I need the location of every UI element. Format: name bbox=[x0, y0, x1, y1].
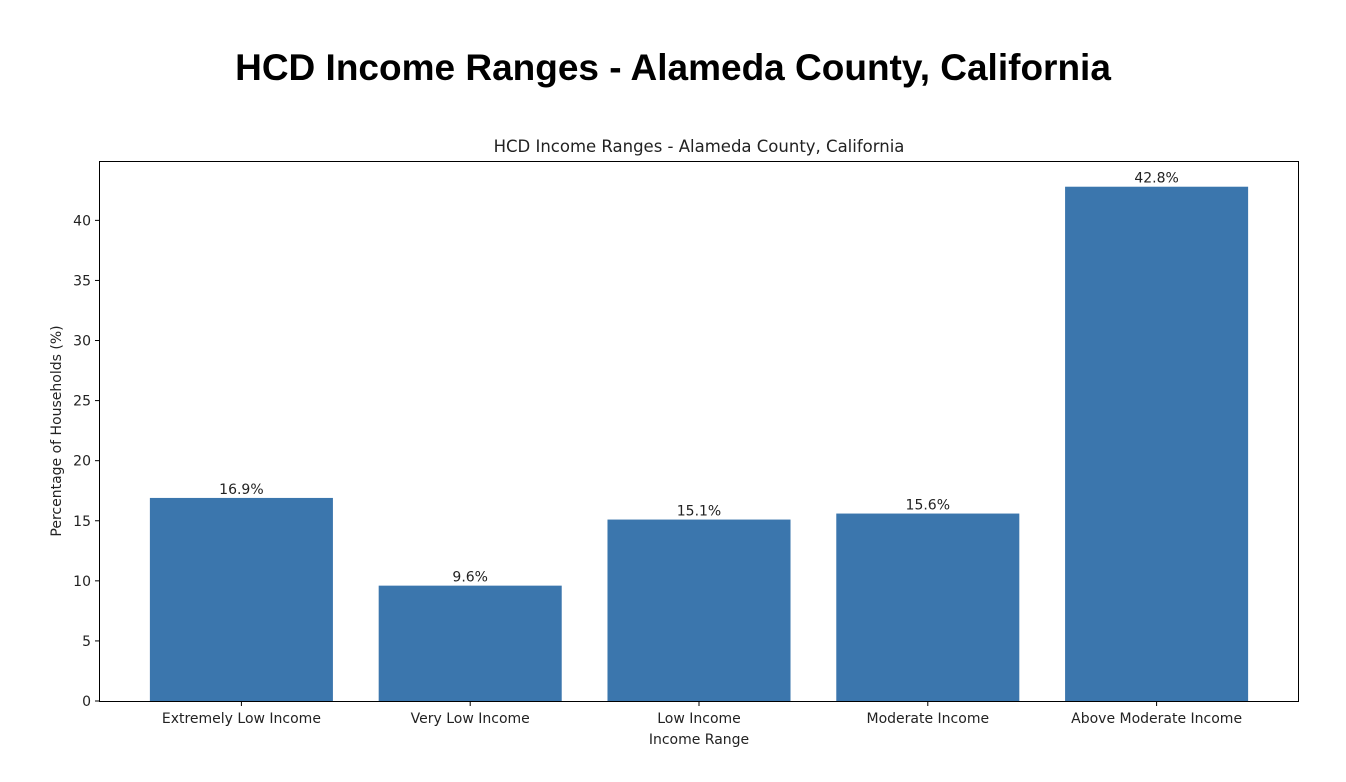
x-tick-label-0: Extremely Low Income bbox=[162, 711, 321, 727]
x-tick-label-4: Above Moderate Income bbox=[1071, 711, 1242, 727]
bar-data-label-3: 15.6% bbox=[906, 498, 950, 514]
x-tick-label-1: Very Low Income bbox=[411, 711, 530, 727]
y-tick-label-3: 15 bbox=[73, 514, 91, 530]
y-tick-label-0: 0 bbox=[82, 694, 91, 710]
x-axis: Extremely Low Income Very Low Income Low I… bbox=[162, 701, 1242, 727]
y-tick-label-4: 20 bbox=[73, 454, 91, 470]
chart-title: HCD Income Ranges - Alameda County, Cali… bbox=[494, 137, 905, 156]
y-tick-label-8: 40 bbox=[73, 213, 91, 229]
bar-0 bbox=[149, 497, 333, 701]
y-axis: 0 5 10 15 20 25 30 35 40 bbox=[73, 213, 100, 710]
bar-data-label-2: 15.1% bbox=[677, 504, 721, 520]
y-tick-label-2: 10 bbox=[73, 574, 91, 590]
bar-1 bbox=[378, 585, 562, 701]
bars-group: 16.9% 9.6% 15.1% 15.6% 42.8% bbox=[149, 171, 1249, 701]
bar-2 bbox=[607, 519, 791, 701]
plot-frame bbox=[99, 161, 1299, 702]
x-axis-label: Income Range bbox=[649, 732, 749, 748]
y-tick-label-7: 35 bbox=[73, 273, 91, 289]
page-title: HCD Income Ranges - Alameda County, Cali… bbox=[235, 47, 1111, 88]
bar-data-label-1: 9.6% bbox=[452, 570, 488, 586]
y-tick-label-1: 5 bbox=[82, 634, 91, 650]
bar-4 bbox=[1065, 186, 1249, 701]
y-axis-label: Percentage of Households (%) bbox=[49, 325, 65, 536]
x-tick-label-3: Moderate Income bbox=[867, 711, 990, 727]
bar-3 bbox=[836, 513, 1020, 701]
y-tick-label-6: 30 bbox=[73, 334, 91, 350]
y-tick-label-5: 25 bbox=[73, 394, 91, 410]
x-tick-label-2: Low Income bbox=[657, 711, 741, 727]
bar-data-label-4: 42.8% bbox=[1134, 171, 1178, 187]
bar-data-label-0: 16.9% bbox=[219, 482, 263, 498]
